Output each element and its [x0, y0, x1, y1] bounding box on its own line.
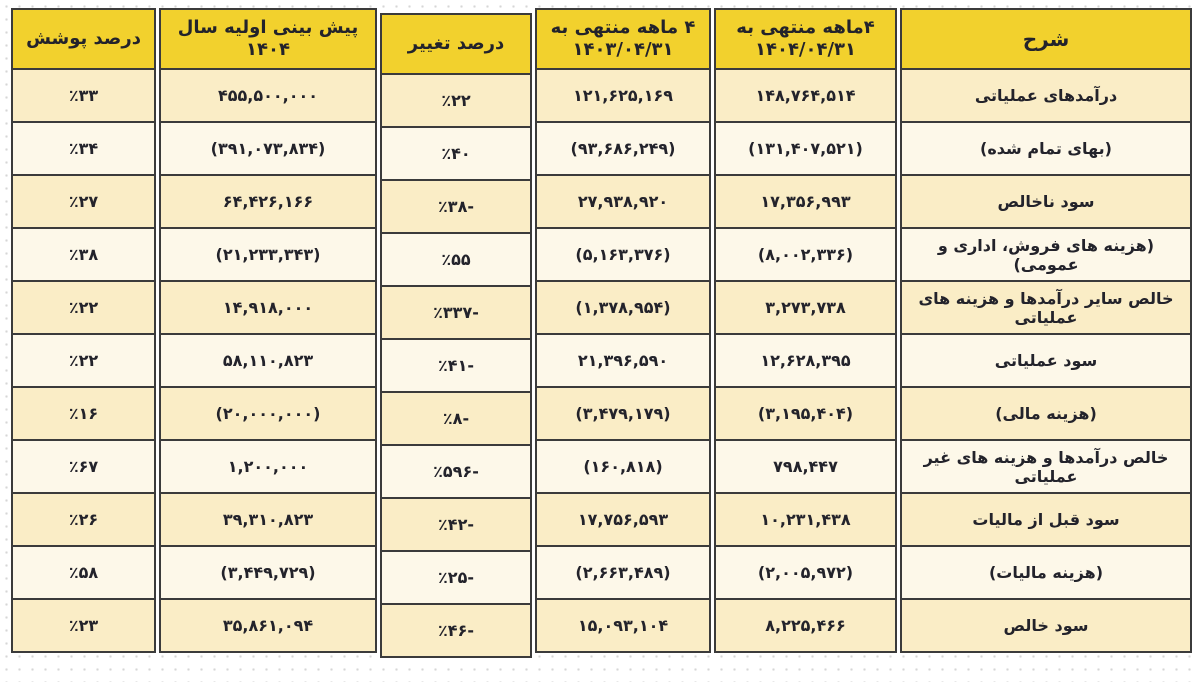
- coverage-percent-cell: ٪۱۶: [13, 386, 154, 439]
- coverage-percent-cell: ٪۳۴: [13, 121, 154, 174]
- description-cell: سود عملیاتی: [902, 333, 1190, 386]
- coverage-percent-cell: ٪۳۸: [13, 227, 154, 280]
- prior-value-cell: (۵,۱۶۳,۳۷۶): [537, 227, 709, 280]
- change-percent-cell: ٪۳۳۷-: [382, 285, 530, 338]
- column-percent-change: درصد تغییر ٪۲۲ ٪۴۰ ٪۳۸- ٪۵۵ ٪۳۳۷- ٪۴۱- ٪…: [380, 13, 532, 658]
- description-cell: (هزینه مالی): [902, 386, 1190, 439]
- prior-value-cell: (۹۳,۶۸۶,۲۴۹): [537, 121, 709, 174]
- description-cell: (بهای تمام شده): [902, 121, 1190, 174]
- coverage-percent-cell: ٪۳۳: [13, 68, 154, 121]
- prior-value-cell: ۱۷,۷۵۶,۵۹۳: [537, 492, 709, 545]
- financial-statement-table: شرح درآمدهای عملیاتی (بهای تمام شده) سود…: [11, 8, 1192, 658]
- forecast-value-cell: (۲۱,۲۳۳,۳۴۳): [161, 227, 375, 280]
- column-period-current: ۴ماهه منتهی به ۱۴۰۴/۰۴/۳۱ ۱۴۸,۷۶۴,۵۱۴ (۱…: [714, 8, 897, 653]
- description-cell: سود ناخالص: [902, 174, 1190, 227]
- forecast-value-cell: (۳۹۱,۰۷۳,۸۳۴): [161, 121, 375, 174]
- column-forecast: پیش بینی اولیه سال ۱۴۰۴ ۴۵۵,۵۰۰,۰۰۰ (۳۹۱…: [159, 8, 377, 653]
- forecast-value-cell: (۲۰,۰۰۰,۰۰۰): [161, 386, 375, 439]
- column-description: شرح درآمدهای عملیاتی (بهای تمام شده) سود…: [900, 8, 1192, 653]
- header-period-prior: ۴ ماهه منتهی به ۱۴۰۳/۰۴/۳۱: [537, 10, 709, 68]
- forecast-value-cell: ۳۹,۳۱۰,۸۲۳: [161, 492, 375, 545]
- change-percent-cell: ٪۵۵: [382, 232, 530, 285]
- description-cell: سود خالص: [902, 598, 1190, 651]
- column-period-prior: ۴ ماهه منتهی به ۱۴۰۳/۰۴/۳۱ ۱۲۱,۶۲۵,۱۶۹ (…: [535, 8, 711, 653]
- change-percent-cell: ٪۴۲-: [382, 497, 530, 550]
- current-value-cell: ۷۹۸,۴۴۷: [716, 439, 895, 492]
- coverage-percent-cell: ٪۲۶: [13, 492, 154, 545]
- description-cell: درآمدهای عملیاتی: [902, 68, 1190, 121]
- current-value-cell: ۱۴۸,۷۶۴,۵۱۴: [716, 68, 895, 121]
- description-cell: (هزینه های فروش، اداری و عمومی): [902, 227, 1190, 280]
- current-value-cell: (۳,۱۹۵,۴۰۴): [716, 386, 895, 439]
- change-percent-cell: ٪۲۲: [382, 73, 530, 126]
- coverage-percent-cell: ٪۲۳: [13, 598, 154, 651]
- header-coverage: درصد پوشش: [13, 10, 154, 68]
- current-value-cell: (۲,۰۰۵,۹۷۲): [716, 545, 895, 598]
- coverage-percent-cell: ٪۲۷: [13, 174, 154, 227]
- change-percent-cell: ٪۴۰: [382, 126, 530, 179]
- description-cell: سود قبل از مالیات: [902, 492, 1190, 545]
- header-percent-change: درصد تغییر: [382, 15, 530, 73]
- current-value-cell: ۳,۲۷۳,۷۳۸: [716, 280, 895, 333]
- prior-value-cell: ۲۷,۹۳۸,۹۲۰: [537, 174, 709, 227]
- coverage-percent-cell: ٪۵۸: [13, 545, 154, 598]
- current-value-cell: ۱۷,۳۵۶,۹۹۳: [716, 174, 895, 227]
- description-cell: خالص سایر درآمدها و هزینه های عملیاتی: [902, 280, 1190, 333]
- forecast-value-cell: ۴۵۵,۵۰۰,۰۰۰: [161, 68, 375, 121]
- prior-value-cell: (۱,۳۷۸,۹۵۴): [537, 280, 709, 333]
- current-value-cell: ۸,۲۲۵,۴۶۶: [716, 598, 895, 651]
- change-percent-cell: ٪۲۵-: [382, 550, 530, 603]
- prior-value-cell: ۱۵,۰۹۳,۱۰۴: [537, 598, 709, 651]
- current-value-cell: (۸,۰۰۲,۳۳۶): [716, 227, 895, 280]
- change-percent-cell: ٪۴۶-: [382, 603, 530, 656]
- change-percent-cell: ٪۳۸-: [382, 179, 530, 232]
- forecast-value-cell: ۳۵,۸۶۱,۰۹۴: [161, 598, 375, 651]
- column-coverage: درصد پوشش ٪۳۳ ٪۳۴ ٪۲۷ ٪۳۸ ٪۲۲ ٪۲۲ ٪۱۶ ٪۶…: [11, 8, 156, 653]
- change-percent-cell: ٪۸-: [382, 391, 530, 444]
- forecast-value-cell: (۳,۴۴۹,۷۲۹): [161, 545, 375, 598]
- forecast-value-cell: ۱۴,۹۱۸,۰۰۰: [161, 280, 375, 333]
- prior-value-cell: (۳,۴۷۹,۱۷۹): [537, 386, 709, 439]
- current-value-cell: ۱۲,۶۲۸,۳۹۵: [716, 333, 895, 386]
- change-percent-cell: ٪۴۱-: [382, 338, 530, 391]
- prior-value-cell: (۱۶۰,۸۱۸): [537, 439, 709, 492]
- coverage-percent-cell: ٪۲۲: [13, 280, 154, 333]
- current-value-cell: ۱۰,۲۳۱,۴۳۸: [716, 492, 895, 545]
- change-percent-cell: ٪۵۹۶-: [382, 444, 530, 497]
- header-forecast: پیش بینی اولیه سال ۱۴۰۴: [161, 10, 375, 68]
- prior-value-cell: ۱۲۱,۶۲۵,۱۶۹: [537, 68, 709, 121]
- forecast-value-cell: ۶۴,۴۲۶,۱۶۶: [161, 174, 375, 227]
- prior-value-cell: (۲,۶۶۳,۴۸۹): [537, 545, 709, 598]
- description-cell: (هزینه مالیات): [902, 545, 1190, 598]
- forecast-value-cell: ۱,۲۰۰,۰۰۰: [161, 439, 375, 492]
- current-value-cell: (۱۳۱,۴۰۷,۵۲۱): [716, 121, 895, 174]
- coverage-percent-cell: ٪۲۲: [13, 333, 154, 386]
- coverage-percent-cell: ٪۶۷: [13, 439, 154, 492]
- description-cell: خالص درآمدها و هزینه های غیر عملیاتی: [902, 439, 1190, 492]
- header-description: شرح: [902, 10, 1190, 68]
- prior-value-cell: ۲۱,۳۹۶,۵۹۰: [537, 333, 709, 386]
- forecast-value-cell: ۵۸,۱۱۰,۸۲۳: [161, 333, 375, 386]
- header-period-current: ۴ماهه منتهی به ۱۴۰۴/۰۴/۳۱: [716, 10, 895, 68]
